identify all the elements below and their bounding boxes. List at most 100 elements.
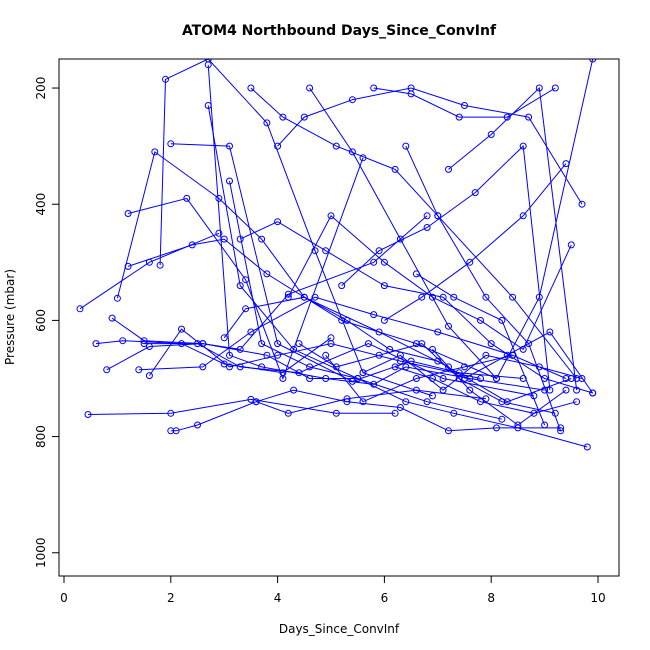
data-point bbox=[204, 102, 212, 109]
data-point bbox=[391, 165, 399, 173]
data-point bbox=[300, 113, 308, 121]
data-point bbox=[364, 340, 372, 348]
data-point bbox=[407, 90, 415, 98]
series-line bbox=[373, 87, 556, 118]
series-line bbox=[277, 87, 583, 205]
data-point bbox=[151, 148, 159, 156]
x-tick-label: 2 bbox=[167, 591, 175, 605]
data-point bbox=[220, 334, 228, 342]
data-point bbox=[306, 84, 314, 92]
data-point bbox=[525, 340, 533, 348]
y-axis: 200 400 600 800 1000 bbox=[34, 77, 60, 568]
y-tick-label: 600 bbox=[34, 309, 48, 332]
data-point bbox=[429, 293, 436, 301]
data-point bbox=[514, 421, 522, 429]
series-line bbox=[239, 221, 593, 394]
series-line bbox=[309, 59, 594, 380]
data-point bbox=[493, 375, 500, 382]
data-point bbox=[359, 369, 367, 377]
data-point bbox=[525, 113, 533, 121]
data-point bbox=[332, 142, 340, 150]
data-point bbox=[412, 386, 420, 394]
data-point bbox=[439, 375, 447, 382]
data-point bbox=[188, 241, 196, 249]
data-point bbox=[589, 389, 597, 397]
data-point bbox=[573, 375, 581, 382]
data-point bbox=[140, 340, 148, 348]
plot-area bbox=[76, 59, 597, 451]
data-point bbox=[167, 427, 175, 435]
x-tick-label: 10 bbox=[590, 591, 605, 605]
data-point bbox=[477, 375, 484, 382]
series-line bbox=[256, 389, 561, 432]
series-line bbox=[144, 343, 534, 397]
data-point bbox=[391, 363, 399, 371]
data-point bbox=[412, 270, 420, 278]
data-point bbox=[412, 340, 420, 348]
chart-title: ATOM4 Northbound Days_Since_ConvInf bbox=[182, 23, 497, 39]
series-line bbox=[170, 389, 486, 432]
data-point bbox=[450, 293, 458, 301]
data-point bbox=[279, 113, 287, 121]
data-point bbox=[220, 360, 228, 368]
data-point bbox=[445, 427, 452, 435]
data-point bbox=[274, 340, 282, 348]
series-line bbox=[325, 354, 567, 403]
data-point bbox=[551, 84, 559, 92]
data-point bbox=[258, 340, 266, 348]
data-point bbox=[354, 375, 362, 382]
series-line bbox=[394, 366, 577, 414]
data-point bbox=[439, 293, 447, 301]
data-point bbox=[503, 113, 511, 121]
data-point bbox=[434, 328, 442, 336]
data-point bbox=[578, 200, 586, 208]
data-point bbox=[445, 322, 452, 330]
series-line bbox=[229, 180, 588, 448]
data-point bbox=[557, 427, 565, 435]
data-point bbox=[375, 247, 383, 255]
data-point bbox=[199, 363, 207, 371]
x-axis: 0 2 4 6 8 10 bbox=[60, 575, 606, 605]
data-point bbox=[284, 409, 292, 417]
data-point bbox=[167, 140, 175, 148]
data-point bbox=[124, 210, 132, 217]
data-point bbox=[322, 375, 330, 382]
data-point bbox=[482, 293, 490, 301]
data-point bbox=[124, 262, 132, 270]
data-point bbox=[562, 386, 570, 394]
x-tick-label: 8 bbox=[487, 591, 495, 605]
data-point bbox=[573, 386, 581, 394]
data-point bbox=[412, 375, 420, 382]
data-point bbox=[258, 363, 266, 371]
data-point bbox=[535, 84, 543, 92]
data-point bbox=[215, 229, 223, 237]
data-point bbox=[455, 113, 463, 121]
data-point bbox=[311, 293, 319, 301]
data-point bbox=[226, 351, 233, 359]
data-point bbox=[370, 311, 378, 319]
data-point bbox=[477, 316, 484, 324]
series-line bbox=[106, 343, 358, 379]
data-point bbox=[461, 363, 468, 371]
data-point bbox=[487, 340, 495, 348]
data-point bbox=[434, 212, 442, 220]
y-tick-label: 800 bbox=[34, 425, 48, 448]
data-point bbox=[226, 142, 233, 150]
series-line bbox=[250, 87, 577, 379]
data-point bbox=[274, 218, 282, 226]
series-line bbox=[223, 296, 572, 403]
data-point bbox=[167, 409, 175, 417]
data-point bbox=[380, 258, 388, 266]
data-point bbox=[519, 375, 527, 382]
data-point bbox=[370, 84, 378, 92]
data-point bbox=[343, 316, 351, 324]
data-point bbox=[375, 351, 383, 359]
data-point bbox=[327, 340, 335, 348]
x-tick-label: 6 bbox=[381, 591, 389, 605]
series-line bbox=[79, 232, 220, 310]
data-point bbox=[274, 142, 282, 150]
data-point bbox=[589, 59, 597, 63]
y-axis-label: Pressure (mbar) bbox=[3, 269, 17, 365]
data-point bbox=[92, 340, 100, 348]
